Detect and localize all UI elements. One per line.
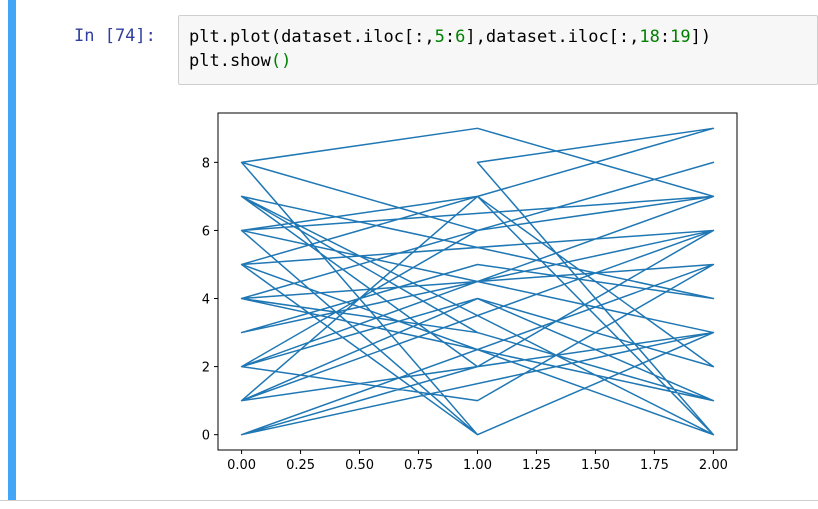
x-tick-label: 1.00	[463, 458, 492, 473]
y-tick-label: 0	[202, 429, 210, 444]
data-line	[240, 127, 715, 436]
code: ],dataset.iloc[:,	[465, 27, 640, 47]
code: ])	[690, 27, 712, 47]
code-bracket: ()	[270, 51, 292, 71]
code: :	[659, 27, 671, 47]
x-tick-label: 1.25	[522, 458, 551, 473]
y-tick-label: 4	[202, 293, 210, 308]
x-tick-label: 2.00	[699, 458, 728, 473]
code-number: 19	[670, 27, 691, 47]
x-tick-label: 0.25	[286, 458, 315, 473]
code-number: 18	[639, 27, 660, 47]
y-tick-label: 2	[202, 361, 210, 376]
code: :	[444, 27, 456, 47]
code-input[interactable]: plt.plot(dataset.iloc[:,5:6],dataset.ilo…	[178, 15, 818, 85]
code-line: plt.show()	[189, 49, 817, 73]
x-tick-label: 1.75	[640, 458, 669, 473]
y-tick-label: 6	[202, 224, 210, 239]
x-tick-label: 0.75	[404, 458, 433, 473]
code: plt.plot(dataset.iloc[:,	[189, 27, 435, 47]
y-tick-label: 8	[202, 156, 210, 171]
x-tick-label: 0.50	[345, 458, 374, 473]
x-tick-label: 1.50	[581, 458, 610, 473]
x-tick-label: 0.00	[227, 458, 256, 473]
prompt: In [74]:	[74, 26, 156, 46]
code: plt.show	[189, 51, 271, 71]
code-number: 5	[434, 27, 445, 47]
cell-selection-bar	[8, 0, 16, 500]
code-line: plt.plot(dataset.iloc[:,5:6],dataset.ilo…	[189, 25, 817, 49]
code-number: 6	[455, 27, 466, 47]
